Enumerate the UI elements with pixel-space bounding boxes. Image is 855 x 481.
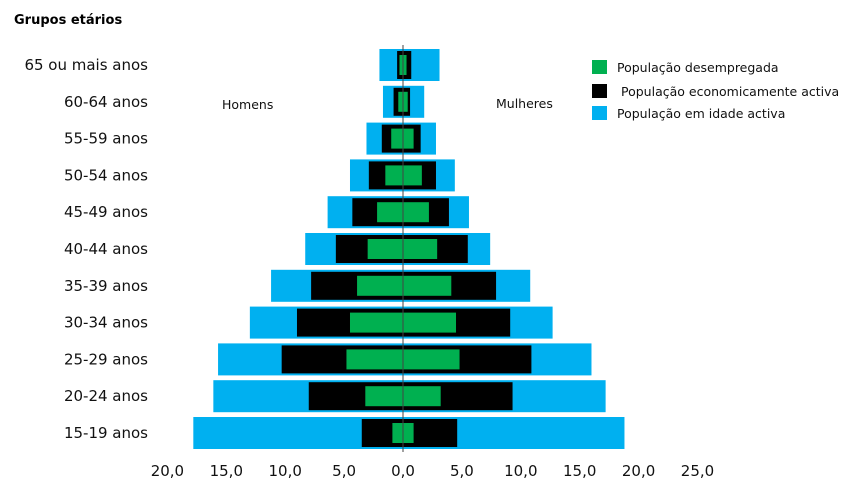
legend-label: População economicamente activa <box>621 84 839 99</box>
age-label: 20-24 anos <box>64 387 148 405</box>
bar-women-2-7 <box>403 312 457 333</box>
bar-women-2-1 <box>403 91 408 112</box>
x-tick-label: 25,0 <box>681 462 714 480</box>
bar-women-2-5 <box>403 239 438 259</box>
age-label: 15-19 anos <box>64 424 148 442</box>
bar-women-2-10 <box>403 423 414 443</box>
age-label: 55-59 anos <box>64 130 148 148</box>
bar-men-2-6 <box>357 275 403 296</box>
bar-women-2-6 <box>403 275 452 296</box>
bar-men-2-9 <box>365 386 403 407</box>
age-label: 35-39 anos <box>64 277 148 295</box>
x-axis: 20,0 15,0 10,0 5,0 0,0 5,0 10,0 15,0 20,0 25,0 <box>151 462 715 480</box>
bar-men-2-7 <box>349 312 403 333</box>
x-tick-label: 5,0 <box>332 462 356 480</box>
bar-men-2-8 <box>346 349 403 370</box>
bar-men-2-2 <box>391 128 403 149</box>
legend-swatch <box>592 106 607 120</box>
bar-women-2-2 <box>403 128 414 149</box>
bar-women-2-0 <box>403 55 407 75</box>
bar-men-2-10 <box>392 423 403 443</box>
x-tick-label: 20,0 <box>151 462 184 480</box>
bar-women-2-4 <box>403 202 429 223</box>
x-tick-label: 0,0 <box>391 462 415 480</box>
bar-men-2-3 <box>385 165 403 186</box>
x-tick-label: 15,0 <box>210 462 243 480</box>
bar-men-2-1 <box>398 91 403 112</box>
legend-swatch <box>592 60 607 74</box>
bar-women-2-3 <box>403 165 422 186</box>
x-tick-label: 15,0 <box>563 462 596 480</box>
legend-label: População em idade activa <box>617 106 785 121</box>
age-label: 50-54 anos <box>64 166 148 184</box>
bar-women-2-9 <box>403 386 441 407</box>
x-tick-label: 20,0 <box>622 462 655 480</box>
y-axis-title: Grupos etários <box>14 13 122 28</box>
age-label: 60-64 anos <box>64 93 148 111</box>
legend-label: População desempregada <box>617 60 779 75</box>
x-tick-label: 5,0 <box>450 462 474 480</box>
bar-men-2-4 <box>377 202 403 223</box>
bars-group <box>193 49 625 449</box>
bar-men-2-5 <box>367 239 403 259</box>
x-tick-label: 10,0 <box>268 462 301 480</box>
bar-women-2-8 <box>403 349 460 370</box>
legend-swatch <box>592 84 607 98</box>
men-label: Homens <box>222 97 273 112</box>
age-labels: 65 ou mais anos 60-64 anos 55-59 anos 50-54… <box>24 56 148 442</box>
age-label: 25-29 anos <box>64 350 148 368</box>
bar-men-2-0 <box>399 55 403 75</box>
women-label: Mulheres <box>496 96 553 111</box>
age-label: 45-49 anos <box>64 203 148 221</box>
age-label: 30-34 anos <box>64 314 148 332</box>
bar-women-1-0 <box>403 51 412 79</box>
age-label: 65 ou mais anos <box>24 56 148 74</box>
x-tick-label: 10,0 <box>504 462 537 480</box>
age-label: 40-44 anos <box>64 240 148 258</box>
legend: População desempregada População economic… <box>592 60 839 121</box>
